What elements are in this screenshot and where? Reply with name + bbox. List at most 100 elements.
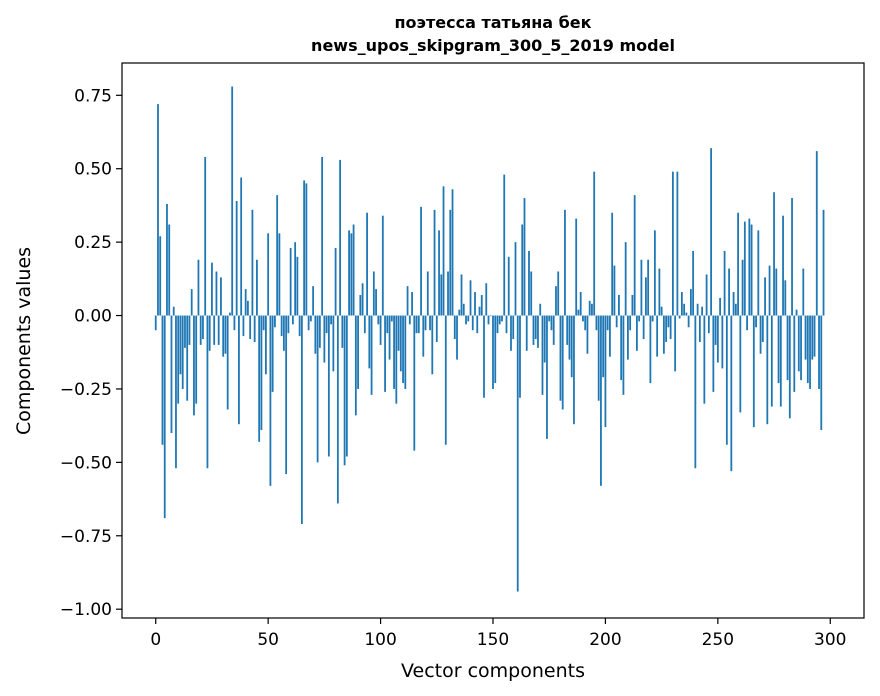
bar-137	[462, 303, 465, 316]
bar-148	[487, 315, 490, 325]
bar-170	[537, 315, 539, 348]
bar-94	[366, 212, 368, 316]
bar-172	[541, 315, 544, 395]
bar-195	[593, 171, 596, 316]
bar-191	[584, 315, 587, 331]
x-tick-label: 100	[364, 630, 396, 650]
y-tick-label: 0.75	[74, 86, 112, 106]
bar-51	[269, 315, 272, 486]
bar-62	[294, 242, 297, 316]
bar-25	[211, 262, 213, 316]
bar-99	[377, 315, 380, 325]
bar-61	[291, 315, 294, 325]
bar-174	[546, 315, 548, 439]
bar-79	[332, 315, 335, 372]
bar-200	[604, 315, 607, 428]
bar-212	[631, 294, 634, 316]
bar-12	[181, 315, 184, 389]
bar-135	[458, 309, 461, 316]
bar-93	[363, 315, 366, 334]
bar-262	[743, 221, 746, 316]
bar-292	[811, 315, 814, 360]
bar-181	[561, 315, 564, 410]
bar-242	[698, 315, 701, 342]
bar-22	[204, 156, 207, 316]
bar-167	[530, 271, 533, 316]
bar-272	[766, 315, 769, 425]
bar-80	[334, 248, 337, 316]
bar-188	[577, 309, 580, 316]
bar-295	[818, 315, 820, 389]
bar-266	[752, 315, 755, 428]
bar-155	[503, 174, 506, 316]
bar-276	[775, 268, 778, 316]
bar-261	[741, 259, 744, 316]
bar-211	[629, 315, 632, 331]
bar-284	[793, 315, 796, 392]
bar-150	[492, 315, 494, 389]
bar-5	[166, 203, 168, 316]
bar-119	[422, 315, 425, 357]
bar-56	[280, 315, 283, 337]
bar-134	[456, 315, 458, 360]
bar-109	[399, 315, 402, 372]
bar-2	[159, 236, 162, 316]
bar-106	[393, 315, 395, 389]
bar-101	[381, 215, 384, 316]
bar-85	[345, 315, 348, 457]
bar-287	[800, 315, 802, 381]
bar-75	[323, 315, 326, 363]
bar-54	[276, 195, 279, 316]
bar-47	[260, 315, 263, 431]
chart-title-line-1: поэтесса татьяна бек	[394, 13, 591, 32]
bar-289	[804, 315, 807, 360]
bar-123	[431, 315, 434, 375]
bar-214	[636, 315, 638, 351]
bar-162	[519, 315, 521, 398]
bars-group	[154, 86, 825, 592]
bar-269	[759, 315, 762, 354]
bar-228	[667, 315, 670, 328]
bar-4	[163, 315, 166, 519]
bar-265	[750, 224, 753, 316]
bar-105	[390, 315, 393, 322]
x-tick-label: 0	[150, 630, 161, 650]
bar-217	[642, 315, 645, 340]
bar-130	[447, 271, 449, 316]
y-tick-label: −0.25	[60, 380, 112, 400]
bar-236	[685, 312, 688, 316]
bar-53	[274, 315, 276, 328]
bar-226	[662, 315, 665, 354]
bar-183	[566, 315, 569, 345]
bar-74	[321, 156, 324, 316]
bar-280	[784, 280, 787, 316]
bar-35	[233, 315, 236, 331]
bar-244	[703, 315, 706, 404]
x-tick-label: 150	[477, 630, 509, 650]
bar-117	[417, 315, 420, 334]
bar-147	[485, 283, 488, 316]
bar-213	[633, 195, 636, 316]
bar-17	[193, 315, 195, 416]
chart-title-line-2: news_upos_skipgram_300_5_2019 model	[311, 36, 675, 55]
bar-46	[258, 315, 261, 442]
bar-78	[330, 315, 333, 325]
bar-185	[570, 315, 573, 378]
bar-24	[208, 315, 211, 351]
bar-59	[287, 315, 290, 334]
bar-15	[188, 315, 191, 345]
bar-19	[197, 259, 200, 316]
bar-125	[435, 315, 438, 342]
bar-23	[206, 315, 209, 469]
bar-100	[379, 315, 382, 345]
bar-165	[525, 315, 528, 351]
bar-44	[253, 315, 256, 342]
bar-221	[651, 315, 654, 322]
bar-30	[222, 315, 225, 357]
bar-65	[300, 315, 303, 525]
bar-187	[575, 218, 578, 316]
bar-238	[689, 289, 692, 316]
bar-156	[505, 315, 508, 334]
bar-67	[305, 183, 308, 316]
